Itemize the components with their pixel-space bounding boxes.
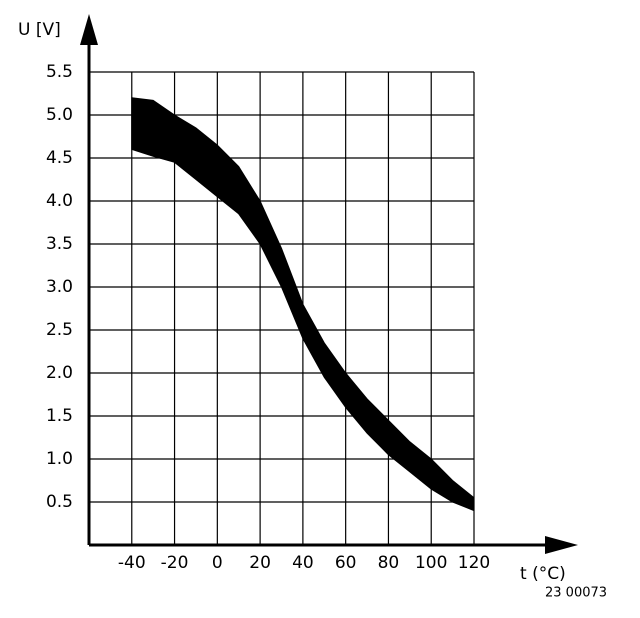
x-tick-label: 40 xyxy=(292,553,314,573)
y-tick-label: 5.0 xyxy=(46,105,73,125)
y-tick-label: 4.0 xyxy=(46,191,73,211)
x-tick-label: 120 xyxy=(458,553,490,573)
x-tick-label: 0 xyxy=(212,553,223,573)
x-axis-arrow xyxy=(545,536,578,554)
y-axis-label: U [V] xyxy=(18,20,61,40)
x-tick-label: 60 xyxy=(335,553,357,573)
y-axis-arrow xyxy=(80,14,98,45)
y-tick-label: 0.5 xyxy=(46,492,73,512)
band xyxy=(131,97,475,512)
y-tick-label: 4.5 xyxy=(46,148,73,168)
annotation: 23 00073 xyxy=(545,586,607,601)
y-tick-label: 2.5 xyxy=(46,320,73,340)
y-tick-label: 2.0 xyxy=(46,363,73,383)
y-tick-label: 5.5 xyxy=(46,62,73,82)
x-tick-label: 80 xyxy=(378,553,400,573)
x-tick-label: -40 xyxy=(118,553,146,573)
y-tick-label: 3.0 xyxy=(46,277,73,297)
x-tick-label: 20 xyxy=(249,553,271,573)
y-tick-label: 3.5 xyxy=(46,234,73,254)
x-tick-label: -20 xyxy=(161,553,189,573)
x-tick-label: 100 xyxy=(415,553,447,573)
x-axis-label: t (°C) xyxy=(520,564,566,584)
y-tick-label: 1.5 xyxy=(46,406,73,426)
y-tick-label: 1.0 xyxy=(46,449,73,469)
